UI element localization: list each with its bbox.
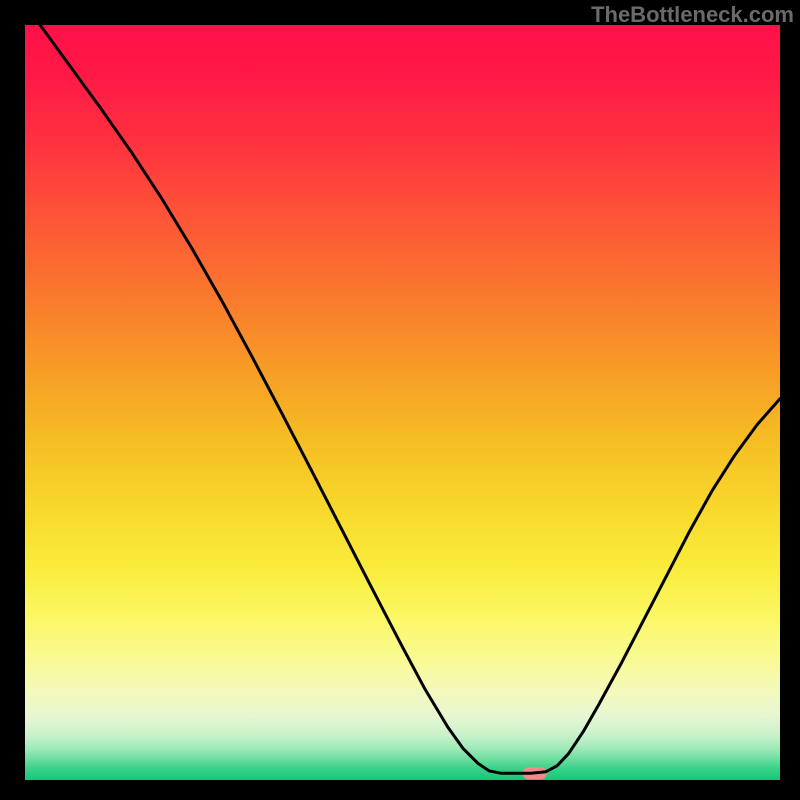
bottleneck-chart-svg	[25, 25, 780, 780]
watermark-text: TheBottleneck.com	[591, 2, 794, 28]
chart-background-gradient	[25, 25, 780, 780]
chart-area	[25, 25, 780, 780]
